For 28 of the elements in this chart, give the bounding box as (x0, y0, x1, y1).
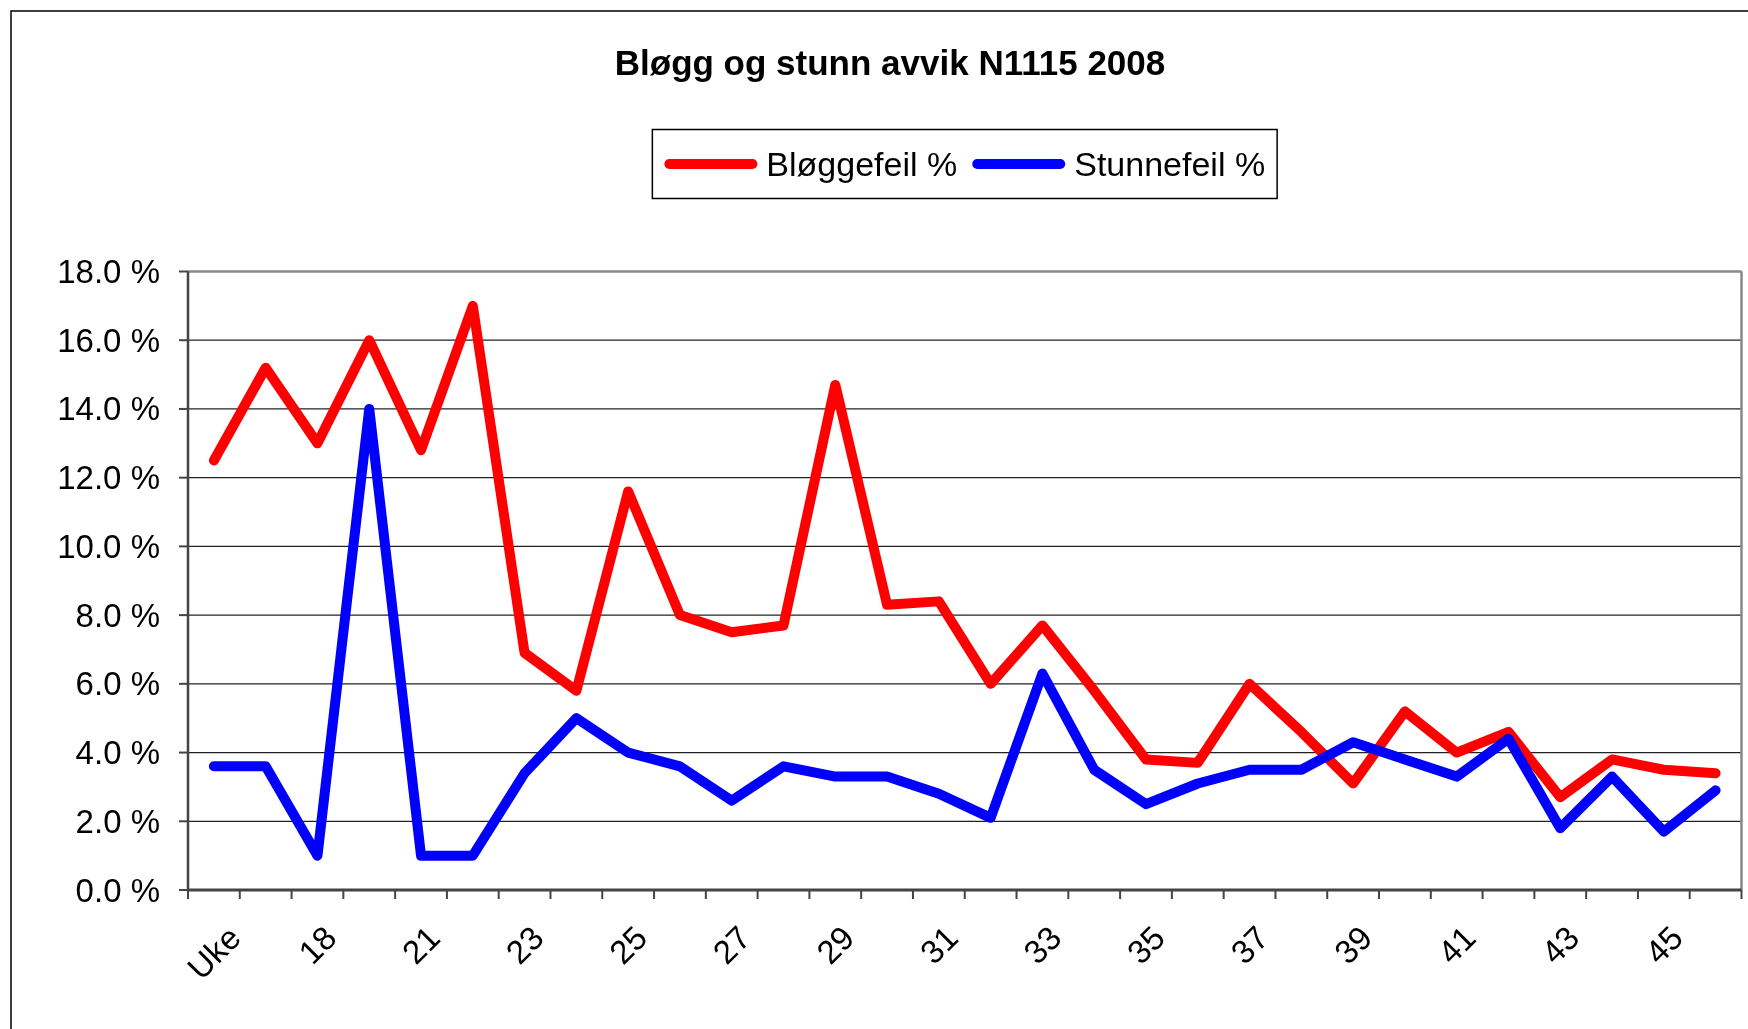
chart-title: Bløgg og stunn avvik N1115 2008 (614, 43, 1166, 82)
y-tick-label: 10.0 % (57, 527, 160, 565)
x-tick-label: 41 (1430, 918, 1483, 971)
x-tick-label: 21 (394, 918, 448, 971)
x-tick-label: 25 (602, 918, 655, 971)
legend-label: Bløggefeil % (766, 145, 958, 183)
y-tick-label: 6.0 % (75, 665, 160, 703)
x-tick-label: 39 (1327, 918, 1380, 971)
x-tick-label: 31 (912, 918, 965, 971)
x-tick-label: 27 (705, 918, 758, 971)
x-tick-label: 37 (1223, 918, 1276, 971)
x-tick-label: 23 (498, 918, 551, 971)
y-tick-label: 12.0 % (57, 459, 160, 497)
y-tick-label: 16.0 % (57, 321, 160, 359)
x-tick-label: 33 (1016, 918, 1069, 971)
x-tick-label: 29 (809, 918, 862, 971)
y-tick-label: 0.0 % (75, 871, 160, 909)
x-tick-label: Uke (180, 918, 248, 987)
x-tick-label: 45 (1637, 918, 1690, 971)
y-tick-label: 4.0 % (75, 734, 160, 772)
y-tick-label: 8.0 % (75, 596, 160, 634)
y-tick-label: 18.0 % (57, 253, 160, 290)
legend-label: Stunnefeil % (1074, 145, 1266, 183)
y-tick-label: 2.0 % (75, 802, 160, 840)
x-tick-label: 18 (291, 918, 344, 971)
x-tick-label: 35 (1119, 918, 1172, 971)
x-tick-label: 43 (1534, 918, 1587, 971)
y-tick-label: 14.0 % (57, 390, 160, 428)
